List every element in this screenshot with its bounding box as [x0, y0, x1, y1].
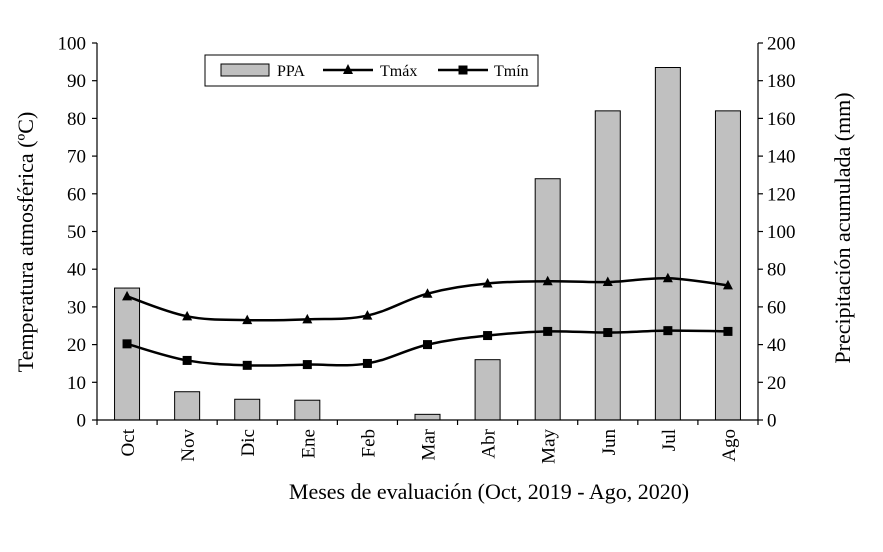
marker-tmin-jul [663, 326, 673, 336]
bar-ppa-nov [174, 391, 201, 421]
tick-labels: 0 10 20 30 40 50 60 70 80 90 100 0 20 40 60 80 100 120 140… [58, 34, 796, 464]
y-left-tick-label: 70 [67, 147, 86, 168]
y-right-tick-label: 200 [767, 34, 796, 55]
x-tick-label-ene: Ene [298, 429, 319, 459]
marker-tmax-ene [302, 313, 313, 324]
marker-tmax-dic [242, 314, 253, 325]
marker-tmax-may [542, 275, 553, 286]
x-axis-title: Meses de evaluación (Oct, 2019 - Ago, 20… [289, 479, 689, 504]
x-tick-label-mar: Mar [419, 428, 440, 460]
bar-ppa-mar [414, 413, 441, 421]
marker-tmin-jun [603, 328, 613, 338]
marker-tmax-ago [722, 279, 733, 290]
y-left-tick-label: 20 [67, 335, 86, 356]
x-tick-label-jun: Jun [599, 429, 620, 456]
x-tick-label-abr: Abr [479, 428, 500, 458]
y-left-tick-label: 80 [67, 109, 86, 130]
marker-tmax-jun [602, 276, 613, 287]
bar-ppa-abr [474, 359, 501, 421]
marker-tmax-abr [482, 278, 493, 288]
y-axis-left-title: Temperatura atmosférica (ºC) [13, 112, 38, 373]
y-right-tick-label: 0 [767, 411, 777, 432]
y-left-tick-label: 10 [67, 373, 86, 394]
marker-tmax-feb [362, 310, 373, 320]
marker-tmax-mar [422, 288, 433, 298]
y-right-tick-label: 160 [767, 109, 796, 130]
x-tick-label-ago: Ago [719, 429, 740, 462]
y-right-tick-label: 80 [767, 260, 786, 281]
legend-ppa-label: PPA [277, 63, 305, 80]
x-tick-label-oct: Oct [118, 428, 139, 456]
marker-tmax-nov [182, 310, 193, 321]
y-right-tick-label: 60 [767, 297, 786, 318]
legend: PPA Tmáx Tmín [204, 54, 539, 87]
x-tick-label-feb: Feb [358, 429, 379, 458]
y-left-tick-label: 60 [67, 184, 86, 205]
bar-ppa-ago [714, 110, 741, 421]
legend-tmin-label: Tmín [494, 63, 529, 80]
y-right-tick-label: 140 [767, 147, 796, 168]
marker-tmin-ago [723, 326, 733, 336]
x-tick-label-nov: Nov [178, 429, 199, 462]
marker-tmin-oct [122, 339, 132, 349]
line-tmax [126, 276, 729, 322]
marker-tmax-oct [122, 290, 133, 301]
bar-ppa-ene [294, 399, 321, 421]
x-tick-label-dic: Dic [238, 429, 259, 456]
y-right-tick-label: 20 [767, 373, 786, 394]
x-tick-label-may: May [539, 429, 560, 464]
bar-ppa-jun [594, 110, 621, 421]
marker-tmax-jul [662, 272, 673, 283]
temperature-lines [122, 272, 733, 370]
marker-tmin-feb [362, 358, 372, 368]
legend-tmin-marker [458, 65, 468, 75]
bar-ppa-jul [654, 67, 681, 421]
legend-tmax-label: Tmáx [380, 63, 417, 80]
bar-ppa-oct [114, 287, 141, 421]
precipitation-bars [114, 67, 741, 421]
axes [92, 42, 763, 425]
y-left-tick-label: 50 [67, 222, 86, 243]
legend-ppa-swatch [220, 63, 270, 77]
marker-tmin-dic [242, 360, 252, 370]
bar-ppa-may [534, 178, 561, 421]
y-left-tick-label: 30 [67, 297, 86, 318]
legend-tmax-marker [343, 64, 353, 74]
y-axis-right-title: Precipitación acumulada (mm) [830, 92, 855, 363]
y-left-tick-label: 100 [58, 34, 87, 55]
marker-tmin-abr [483, 331, 493, 341]
marker-tmin-nov [182, 355, 192, 365]
y-left-tick-label: 90 [67, 71, 86, 92]
marker-tmin-ene [302, 360, 312, 370]
y-left-tick-label: 0 [77, 411, 87, 432]
y-right-tick-label: 120 [767, 184, 796, 205]
y-left-tick-label: 40 [67, 260, 86, 281]
bar-ppa-dic [234, 398, 261, 421]
marker-tmin-may [543, 326, 553, 336]
y-right-tick-label: 40 [767, 335, 786, 356]
y-right-tick-label: 100 [767, 222, 796, 243]
marker-tmin-mar [423, 340, 432, 350]
y-right-tick-label: 180 [767, 71, 796, 92]
x-tick-label-jul: Jul [659, 429, 680, 451]
